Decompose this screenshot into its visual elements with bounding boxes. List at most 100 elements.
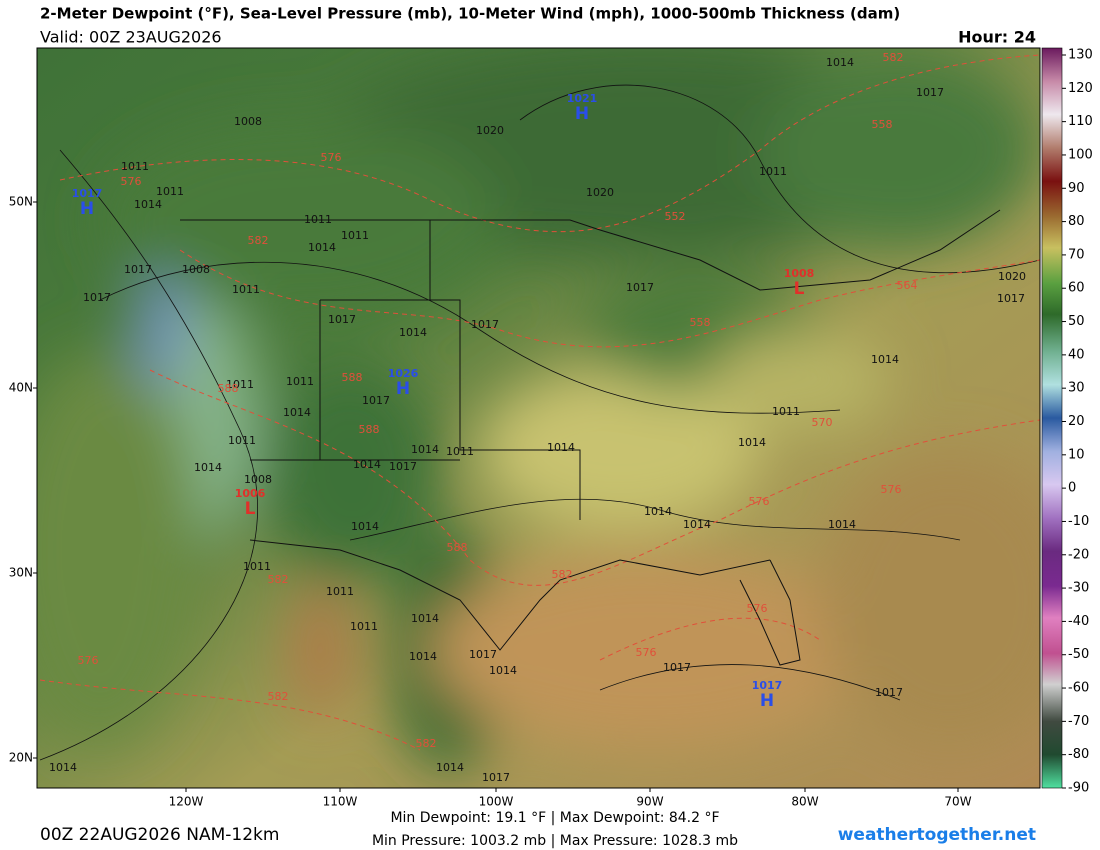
isobar-label: 1017 <box>875 686 903 699</box>
isobar-label: 1017 <box>482 771 510 784</box>
thickness-label: 576 <box>321 151 342 164</box>
brand: weathertogether.net <box>838 825 1036 845</box>
lon-label: 120W <box>169 795 204 809</box>
thickness-lines <box>39 54 1040 751</box>
isobar-label: 1014 <box>828 518 856 531</box>
lon-label: 70W <box>944 795 971 809</box>
thickness-label: 582 <box>268 573 289 586</box>
isobar-label: 1011 <box>156 185 184 198</box>
isobar-label: 1014 <box>411 443 439 456</box>
isobar-label: 1014 <box>738 436 766 449</box>
isobar-label: 1017 <box>389 460 417 473</box>
isobar-label: 1020 <box>586 186 614 199</box>
isobar-label: 1014 <box>644 505 672 518</box>
isobar-label: 1011 <box>286 375 314 388</box>
colorbar-label: 0 <box>1068 481 1076 496</box>
isobar-label: 1011 <box>226 378 254 391</box>
isobar-label: 1011 <box>326 585 354 598</box>
isobar-label: 1017 <box>626 281 654 294</box>
lat-label: 30N <box>9 566 33 580</box>
isobar-label: 1011 <box>232 283 260 296</box>
isobar-label: 1017 <box>328 313 356 326</box>
pressure-center-value: 1006 <box>235 487 266 500</box>
colorbar-label: -20 <box>1068 547 1089 562</box>
isobar-label: 1014 <box>411 612 439 625</box>
isobar-label: 1014 <box>283 406 311 419</box>
dewpoint-field <box>37 48 1040 770</box>
lon-label: 110W <box>323 795 358 809</box>
thickness-label: 576 <box>749 495 770 508</box>
isobar-label: 1017 <box>469 648 497 661</box>
lon-label: 80W <box>791 795 818 809</box>
colorbar-label: 70 <box>1068 247 1085 262</box>
isobar-label: 1017 <box>124 263 152 276</box>
colorbar-label: 20 <box>1068 414 1085 429</box>
isobar-label: 1017 <box>997 292 1025 305</box>
isobar-label: 1008 <box>182 263 210 276</box>
pressure-center-value: 1008 <box>784 267 815 280</box>
isobar-label: 1014 <box>547 441 575 454</box>
pressure-center-symbol: H <box>760 691 774 711</box>
thickness-label: 588 <box>218 382 239 395</box>
isobar-label: 1014 <box>49 761 77 774</box>
thickness-label: 582 <box>416 737 437 750</box>
isobar-label: 1014 <box>353 458 381 471</box>
isobar-label: 1011 <box>304 213 332 226</box>
valid-time: Valid: 00Z 23AUG2026 <box>40 28 222 47</box>
colorbar-label: -60 <box>1068 681 1089 696</box>
colorbar-label: 120 <box>1068 81 1093 96</box>
isobars <box>39 84 1040 761</box>
pressure-center-value: 1021 <box>567 92 598 105</box>
isobar-label: 1011 <box>350 620 378 633</box>
pressure-stats: Min Pressure: 1003.2 mb | Max Pressure: … <box>372 833 738 849</box>
isobar-label: 1020 <box>998 270 1026 283</box>
thickness-label: 576 <box>636 646 657 659</box>
forecast-hour: Hour: 24 <box>958 28 1036 47</box>
pressure-center-symbol: H <box>396 379 410 399</box>
thickness-label: 552 <box>665 210 686 223</box>
colorbar-label: -10 <box>1068 514 1089 529</box>
isobar-label: 1017 <box>663 661 691 674</box>
thickness-label: 588 <box>342 371 363 384</box>
lon-label: 90W <box>636 795 663 809</box>
colorbar-label: 80 <box>1068 214 1085 229</box>
isobar-label: 1014 <box>194 461 222 474</box>
map-frame <box>36 47 1041 789</box>
isobar-label: 1011 <box>341 229 369 242</box>
lat-label: 50N <box>9 195 33 209</box>
thickness-label: 558 <box>872 118 893 131</box>
isobar-label: 1014 <box>683 518 711 531</box>
isobar-label: 1014 <box>308 241 336 254</box>
thickness-label: 588 <box>359 423 380 436</box>
lon-label: 100W <box>479 795 514 809</box>
thickness-label: 564 <box>897 279 918 292</box>
colorbar-label: -50 <box>1068 647 1089 662</box>
pressure-center-value: 1026 <box>388 367 419 380</box>
thickness-label: 558 <box>690 316 711 329</box>
colorbar-label: 60 <box>1068 281 1085 296</box>
isobar-label: 1017 <box>916 86 944 99</box>
colorbar-label: -80 <box>1068 747 1089 762</box>
colorbar <box>1041 47 1063 789</box>
isobar-label: 1014 <box>436 761 464 774</box>
isobar-label: 1014 <box>409 650 437 663</box>
colorbar-label: 10 <box>1068 447 1085 462</box>
isobar-label: 1017 <box>471 318 499 331</box>
isobar-label: 1017 <box>83 291 111 304</box>
colorbar-label: 110 <box>1068 114 1093 129</box>
colorbar-label: 50 <box>1068 314 1085 329</box>
thickness-label: 588 <box>447 541 468 554</box>
colorbar-label: 30 <box>1068 381 1085 396</box>
isobar-label: 1008 <box>244 473 272 486</box>
colorbar-label: 90 <box>1068 181 1085 196</box>
thickness-label: 576 <box>747 602 768 615</box>
isobar-label: 1014 <box>399 326 427 339</box>
model-run: 00Z 22AUG2026 NAM-12km <box>40 825 279 845</box>
pressure-center-value: 1017 <box>752 679 783 692</box>
isobar-label: 1014 <box>826 56 854 69</box>
colorbar-label: 100 <box>1068 147 1093 162</box>
colorbar-label: -30 <box>1068 581 1089 596</box>
thickness-label: 576 <box>881 483 902 496</box>
pressure-center-value: 1017 <box>72 187 103 200</box>
